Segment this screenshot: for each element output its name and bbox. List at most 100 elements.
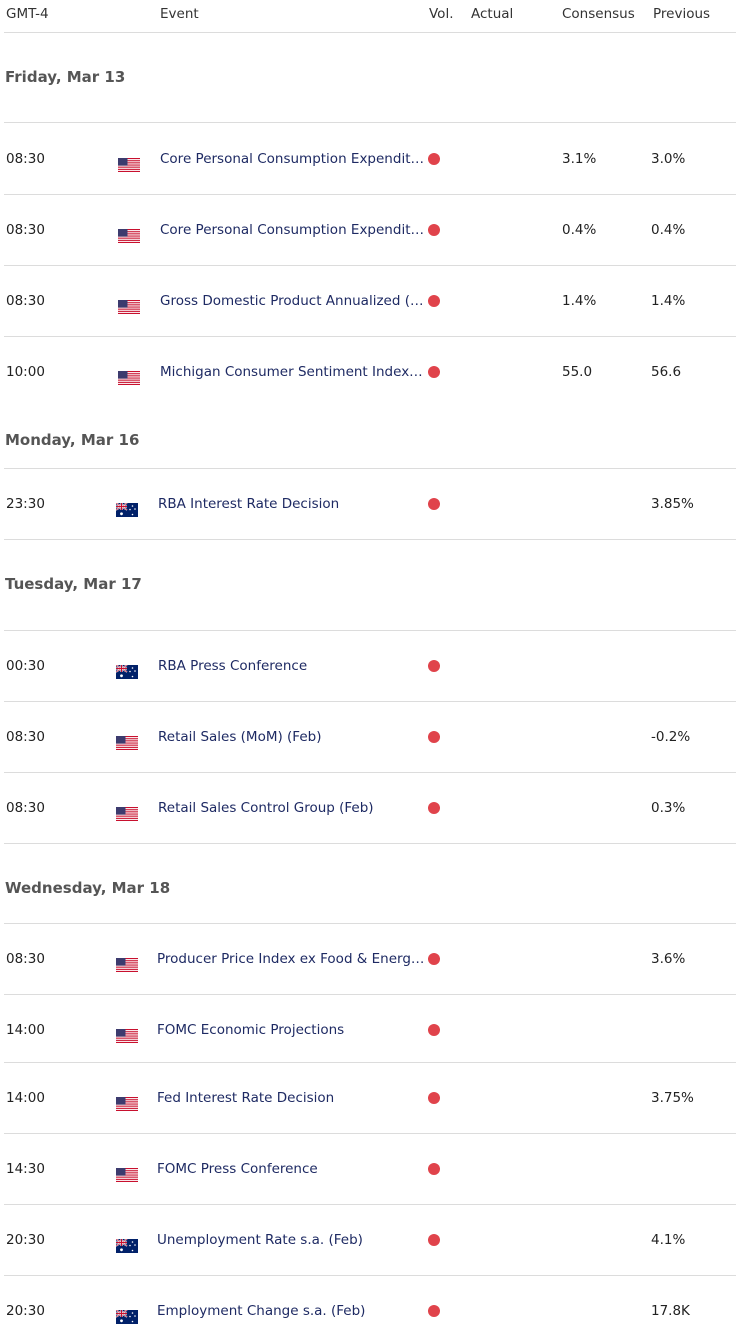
time: 20:30 bbox=[6, 1232, 45, 1248]
previous: 3.75% bbox=[651, 1090, 694, 1106]
event-name[interactable]: RBA Press Conference bbox=[158, 658, 308, 674]
country-flag bbox=[118, 223, 140, 237]
event-row: 10:00 Michigan Consumer Sentiment Index… 5… bbox=[0, 356, 738, 388]
volatility-dot bbox=[428, 1305, 440, 1317]
previous: 0.4% bbox=[651, 222, 686, 238]
time: 10:00 bbox=[6, 364, 45, 380]
separator bbox=[4, 539, 736, 540]
time: 20:30 bbox=[6, 1303, 45, 1319]
separator bbox=[4, 923, 736, 924]
event-name[interactable]: Fed Interest Rate Decision bbox=[157, 1090, 335, 1106]
day-heading: Wednesday, Mar 18 bbox=[5, 879, 171, 897]
flag-icon bbox=[118, 300, 140, 314]
previous: 56.6 bbox=[651, 364, 682, 380]
separator bbox=[4, 194, 736, 195]
column-header: Vol. bbox=[429, 6, 454, 22]
previous: 3.6% bbox=[651, 951, 686, 967]
separator bbox=[4, 994, 736, 995]
previous: -0.2% bbox=[651, 729, 691, 745]
event-row: 08:30 Gross Domestic Product Annualized (… bbox=[0, 285, 738, 317]
volatility-dot bbox=[428, 295, 440, 307]
flag-icon bbox=[116, 958, 138, 972]
volatility-dot bbox=[428, 224, 440, 236]
flag-icon bbox=[116, 736, 138, 750]
consensus: 55.0 bbox=[562, 364, 593, 380]
event-name[interactable]: RBA Interest Rate Decision bbox=[158, 496, 340, 512]
country-flag bbox=[118, 365, 140, 379]
volatility-dot bbox=[428, 1234, 440, 1246]
country-flag bbox=[116, 730, 138, 744]
event-row: 08:30 Core Personal Consumption Expendit…… bbox=[0, 214, 738, 246]
time: 08:30 bbox=[6, 151, 45, 167]
event-row: 14:30 FOMC Press Conference bbox=[0, 1153, 738, 1185]
separator bbox=[4, 32, 736, 33]
event-row: 14:00 FOMC Economic Projections bbox=[0, 1014, 738, 1046]
separator bbox=[4, 122, 736, 123]
event-name[interactable]: Core Personal Consumption Expendit… bbox=[160, 151, 424, 167]
event-row: 08:30 Producer Price Index ex Food & Ener… bbox=[0, 943, 738, 975]
country-flag bbox=[118, 152, 140, 166]
country-flag bbox=[118, 294, 140, 308]
previous: 1.4% bbox=[651, 293, 686, 309]
previous: 3.0% bbox=[651, 151, 686, 167]
flag-icon bbox=[118, 371, 140, 385]
event-row: 08:30 Retail Sales (MoM) (Feb) -0.2% bbox=[0, 721, 738, 753]
separator bbox=[4, 468, 736, 469]
flag-icon bbox=[116, 807, 138, 821]
separator bbox=[4, 772, 736, 773]
column-header: Event bbox=[160, 6, 199, 22]
consensus: 0.4% bbox=[562, 222, 597, 238]
country-flag bbox=[116, 801, 138, 815]
table-header: GMT-4 Event Vol. Actual Consensus Previo… bbox=[0, 0, 738, 30]
column-header: GMT-4 bbox=[6, 6, 49, 22]
event-name[interactable]: Michigan Consumer Sentiment Index… bbox=[160, 364, 423, 380]
previous: 17.8K bbox=[651, 1303, 690, 1319]
country-flag bbox=[116, 497, 138, 511]
event-row: 23:30 RBA Interest Rate Decision 3.85% bbox=[0, 488, 738, 520]
flag-icon bbox=[118, 158, 140, 172]
event-name[interactable]: Core Personal Consumption Expendit… bbox=[160, 222, 424, 238]
separator bbox=[4, 265, 736, 266]
event-name[interactable]: Retail Sales (MoM) (Feb) bbox=[158, 729, 322, 745]
consensus: 3.1% bbox=[562, 151, 597, 167]
flag-icon bbox=[116, 1239, 138, 1253]
previous: 0.3% bbox=[651, 800, 686, 816]
volatility-dot bbox=[428, 731, 440, 743]
country-flag bbox=[116, 952, 138, 966]
separator bbox=[4, 701, 736, 702]
volatility-dot bbox=[428, 1163, 440, 1175]
event-name[interactable]: FOMC Press Conference bbox=[157, 1161, 318, 1177]
event-row: 00:30 RBA Press Conference bbox=[0, 650, 738, 682]
volatility-dot bbox=[428, 498, 440, 510]
event-name[interactable]: Employment Change s.a. (Feb) bbox=[157, 1303, 366, 1319]
separator bbox=[4, 336, 736, 337]
time: 08:30 bbox=[6, 293, 45, 309]
event-name[interactable]: Producer Price Index ex Food & Energ… bbox=[157, 951, 425, 967]
event-name[interactable]: Gross Domestic Product Annualized (… bbox=[160, 293, 424, 309]
time: 23:30 bbox=[6, 496, 45, 512]
country-flag bbox=[116, 1023, 138, 1037]
country-flag bbox=[116, 1091, 138, 1105]
flag-icon bbox=[116, 503, 138, 517]
volatility-dot bbox=[428, 366, 440, 378]
time: 08:30 bbox=[6, 800, 45, 816]
separator bbox=[4, 1133, 736, 1134]
time: 00:30 bbox=[6, 658, 45, 674]
time: 14:00 bbox=[6, 1022, 45, 1038]
event-name[interactable]: Unemployment Rate s.a. (Feb) bbox=[157, 1232, 363, 1248]
day-heading: Monday, Mar 16 bbox=[5, 431, 140, 449]
separator bbox=[4, 843, 736, 844]
event-name[interactable]: FOMC Economic Projections bbox=[157, 1022, 345, 1038]
flag-icon bbox=[116, 1029, 138, 1043]
volatility-dot bbox=[428, 802, 440, 814]
event-row: 20:30 Employment Change s.a. (Feb) 17.8K bbox=[0, 1295, 738, 1327]
event-name[interactable]: Retail Sales Control Group (Feb) bbox=[158, 800, 374, 816]
flag-icon bbox=[116, 665, 138, 679]
column-header: Consensus bbox=[562, 6, 635, 22]
previous: 4.1% bbox=[651, 1232, 686, 1248]
event-row: 14:00 Fed Interest Rate Decision 3.75% bbox=[0, 1082, 738, 1114]
time: 08:30 bbox=[6, 951, 45, 967]
volatility-dot bbox=[428, 1092, 440, 1104]
flag-icon bbox=[116, 1168, 138, 1182]
